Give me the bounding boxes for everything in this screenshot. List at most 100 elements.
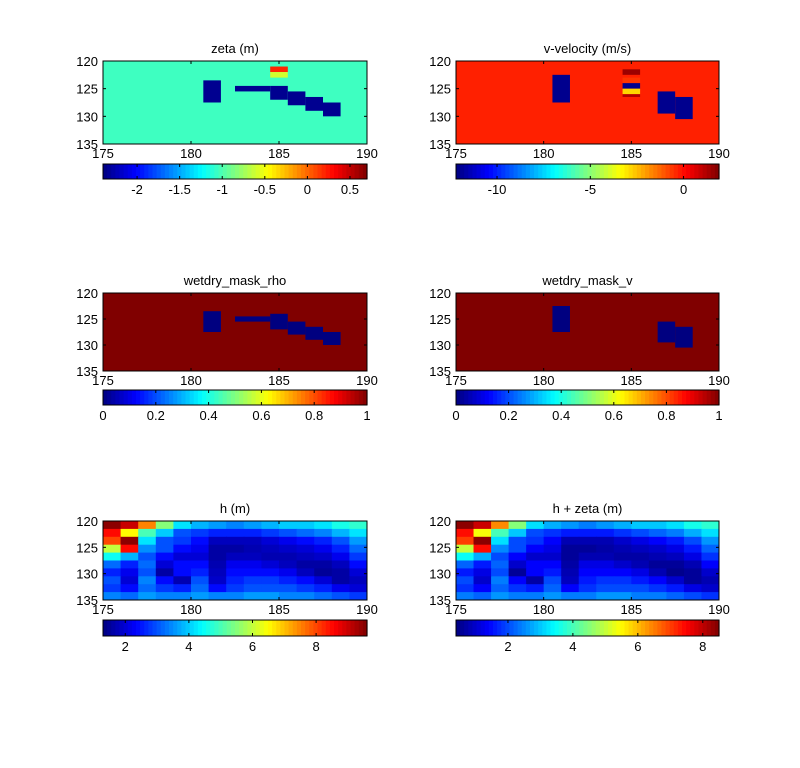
heatmap-cell	[683, 560, 703, 569]
heatmap-cell	[666, 584, 685, 593]
heatmap-cell	[120, 528, 139, 538]
heatmap-cell	[279, 528, 298, 538]
heatmap-cell	[596, 576, 615, 585]
colorbar-segment	[534, 164, 539, 179]
heatmap-cell	[508, 521, 527, 530]
heatmap-cell	[578, 544, 597, 554]
heatmap-cell	[305, 96, 323, 111]
colorbar-segment	[603, 164, 609, 179]
colorbar-segment	[484, 620, 490, 636]
colorbar-segment	[661, 620, 667, 636]
heatmap-cell	[191, 592, 210, 600]
colorbar-segment	[317, 390, 323, 405]
colorbar-segment	[550, 620, 556, 636]
heatmap-cell	[578, 552, 597, 562]
colorbar-segment	[460, 164, 465, 179]
heatmap-cell	[279, 568, 298, 577]
heatmap-cell	[314, 584, 333, 593]
heatmap-cell	[456, 536, 475, 546]
heatmap-cell	[648, 536, 667, 546]
colorbar-segment	[505, 620, 511, 636]
colorbar-segment	[492, 620, 498, 636]
heatmap-cell	[103, 552, 122, 562]
axes-frame	[102, 292, 368, 372]
heatmap-cell	[349, 576, 367, 585]
colorbar-segment	[521, 164, 527, 179]
colorbar-segment	[206, 390, 211, 405]
heatmap-cell	[526, 584, 545, 593]
heatmap-cell	[261, 592, 280, 600]
heatmap-cell	[456, 584, 475, 593]
colorbar-segment	[111, 164, 116, 179]
colorbar-segment	[206, 620, 211, 636]
colorbar-segment	[579, 390, 584, 405]
heatmap-cell	[191, 544, 210, 554]
heatmap-cell	[173, 568, 192, 577]
colorbar-segment	[583, 164, 589, 179]
heatmap-cell	[120, 592, 139, 600]
colorbar-tick-label: 0	[452, 408, 459, 423]
heatmap-cell	[578, 568, 597, 577]
heatmap-cell	[526, 521, 545, 530]
heatmap-cell	[331, 521, 350, 530]
colorbar-segment	[136, 390, 141, 405]
colorbar-segment	[464, 620, 469, 636]
heatmap-cell	[261, 521, 280, 530]
colorbar-segment	[636, 390, 642, 405]
colorbar-segment	[214, 620, 220, 636]
heatmap-cell	[314, 536, 333, 546]
colorbar-segment	[243, 390, 248, 405]
colorbar-segment	[346, 390, 352, 405]
heatmap-cell	[296, 568, 315, 577]
heatmap-cell	[666, 576, 685, 585]
heatmap-cell	[456, 544, 475, 554]
colorbar-segment	[230, 620, 236, 636]
colorbar-segment	[562, 164, 568, 179]
heatmap-cell	[648, 521, 667, 530]
heatmap-cell	[191, 584, 210, 593]
colorbar: 2 4 6 8	[102, 619, 368, 654]
colorbar-segment	[305, 164, 310, 179]
axes-frame	[455, 520, 720, 601]
colorbar: 0 0.2 0.4 0.6 0.8 1	[99, 389, 371, 423]
colorbar-segment	[222, 620, 228, 636]
colorbar-segment	[309, 164, 314, 179]
heatmap-cell	[349, 552, 367, 562]
colorbar-segment	[665, 390, 671, 405]
colorbar-segment	[612, 620, 617, 636]
heatmap-cell	[473, 521, 492, 530]
heatmap-cell	[226, 552, 245, 562]
subplot-3: 175 180 185 190 120 125 130 135 wetdry_mask_rho 0…	[76, 273, 378, 423]
colorbar-segment	[148, 620, 154, 636]
colorbar-segment	[682, 390, 687, 405]
colorbar-segment	[649, 164, 654, 179]
colorbar-segment	[575, 620, 580, 636]
colorbar-segment	[591, 164, 597, 179]
heatmap-cell	[526, 536, 545, 546]
colorbar-segment	[529, 390, 535, 405]
colorbar-tick-label: -10	[488, 182, 507, 197]
colorbar-segment	[239, 390, 244, 405]
heatmap-cell	[578, 521, 597, 530]
colorbar-segment	[579, 164, 584, 179]
heatmap-cell	[226, 528, 245, 538]
heatmap-cell	[456, 528, 475, 538]
heatmap-cell	[613, 568, 632, 577]
heatmap-cell	[473, 544, 492, 554]
heatmap-cell	[648, 584, 667, 593]
colorbar-segment	[185, 164, 191, 179]
x-tick-label: 185	[620, 373, 642, 388]
colorbar-segment	[665, 620, 671, 636]
colorbar-segment	[115, 390, 121, 405]
heatmap-cell	[191, 528, 210, 538]
heatmap-cell	[261, 576, 280, 585]
heatmap-cell	[191, 521, 210, 530]
colorbar-segment	[247, 164, 253, 179]
heatmap-cell	[191, 560, 210, 569]
heatmap-cell	[701, 544, 719, 554]
colorbar-segment	[628, 164, 634, 179]
colorbar-segment	[235, 164, 240, 179]
heatmap-cell	[561, 576, 580, 585]
colorbar-segment	[160, 620, 166, 636]
heatmap-cell	[270, 85, 288, 100]
